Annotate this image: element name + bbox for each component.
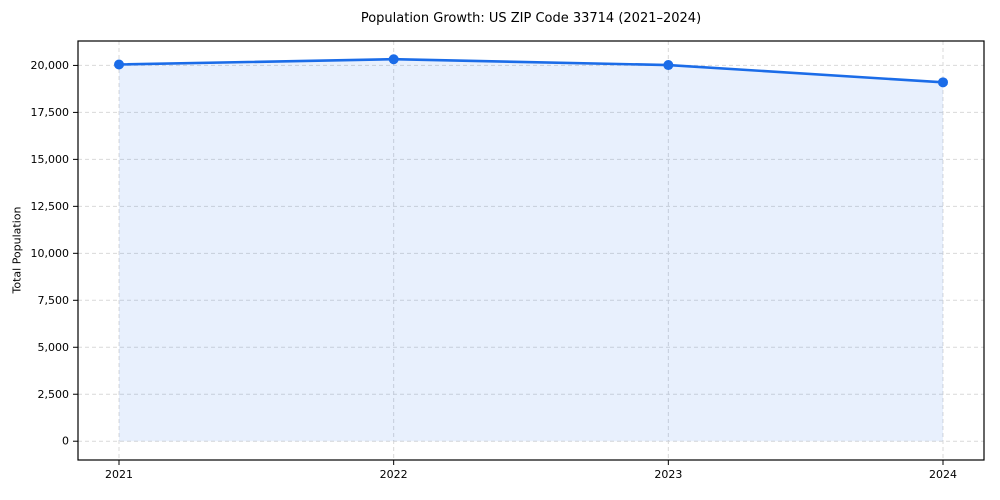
y-tick-label: 10,000 bbox=[31, 247, 70, 260]
y-tick-label: 7,500 bbox=[38, 294, 70, 307]
y-tick-label: 5,000 bbox=[38, 341, 70, 354]
data-line bbox=[117, 57, 945, 84]
y-tick-label: 15,000 bbox=[31, 153, 70, 166]
plot-border bbox=[77, 40, 985, 461]
data-point bbox=[938, 77, 948, 88]
y-tick-label: 12,500 bbox=[31, 200, 70, 213]
data-point bbox=[388, 54, 399, 65]
area-fill bbox=[119, 59, 943, 442]
data-point bbox=[663, 60, 674, 71]
x-tick-label: 2024 bbox=[929, 468, 957, 481]
y-tick-label: 2,500 bbox=[38, 388, 70, 401]
data-point bbox=[114, 59, 124, 70]
y-tick-label: 0 bbox=[62, 435, 69, 448]
x-tick-label: 2023 bbox=[654, 468, 682, 481]
x-tick-label: 2021 bbox=[105, 468, 133, 481]
y-tick-label: 20,000 bbox=[31, 59, 70, 72]
x-tick-label: 2022 bbox=[380, 468, 408, 481]
y-tick-label: 17,500 bbox=[31, 106, 70, 119]
chart-title: Population Growth: US ZIP Code 33714 (20… bbox=[360, 11, 702, 26]
